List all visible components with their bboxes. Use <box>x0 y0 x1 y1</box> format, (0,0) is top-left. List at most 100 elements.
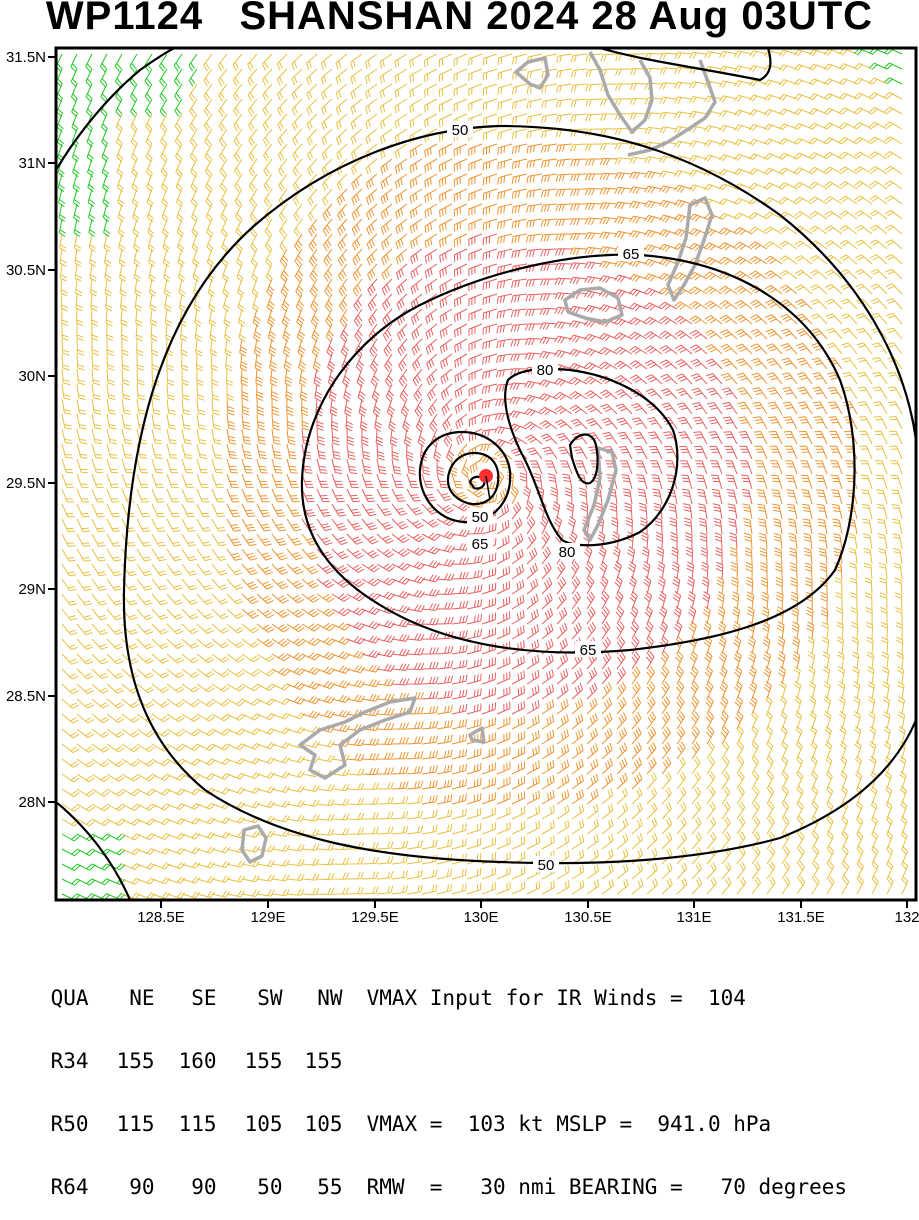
svg-text:29N: 29N <box>18 581 46 598</box>
rmw-bearing-text: RMW = 30 nmi BEARING = 70 degrees <box>366 1175 848 1199</box>
isotach-label: 65 <box>618 245 644 263</box>
table-header-row: QUA NE SE SW NW VMAX Input for IR Winds = 104 <box>0 967 847 1009</box>
svg-text:131.5E: 131.5E <box>777 909 825 925</box>
amami-oshima <box>298 696 417 780</box>
lat-tick: 31.5N <box>6 49 56 66</box>
lat-tick: 28.5N <box>6 688 56 705</box>
isotach-n-top <box>599 48 772 82</box>
svg-text:80: 80 <box>559 544 576 561</box>
isotach-label: 50 <box>447 121 473 139</box>
lat-tick: 29N <box>18 581 56 598</box>
cell-sw: 105 <box>244 1112 283 1136</box>
lat-tick: 31N <box>18 155 56 172</box>
vmax-mslp-text: VMAX = 103 kt MSLP = 941.0 hPa <box>366 1112 772 1136</box>
table-row: R64 90 90 50 55 RMW = 30 nmi BEARING = 70 deg… <box>0 1156 847 1198</box>
isotach-label: 50 <box>467 508 493 526</box>
svg-text:28.5N: 28.5N <box>6 688 46 705</box>
col-header-ne: NE <box>129 986 155 1010</box>
cell-nw: 105 <box>304 1112 343 1136</box>
svg-text:129E: 129E <box>250 909 285 925</box>
cell-se: 160 <box>178 1049 217 1073</box>
lon-tick: 129.5E <box>351 900 399 925</box>
wind-radii-table: QUA NE SE SW NW VMAX Input for IR Winds = 104… <box>0 925 847 1198</box>
cell-se: 115 <box>178 1112 217 1136</box>
lon-tick: 129E <box>250 900 286 925</box>
cell-se: 90 <box>191 1175 217 1199</box>
tanegashima <box>666 196 714 302</box>
svg-text:65: 65 <box>623 246 640 263</box>
islet <box>468 726 486 744</box>
svg-text:31N: 31N <box>18 155 46 172</box>
lon-tick: 130E <box>463 900 499 925</box>
cell-sw: 155 <box>244 1049 283 1073</box>
isotach-nw-corner <box>56 48 176 171</box>
svg-text:28N: 28N <box>18 794 46 811</box>
isotachs <box>56 48 916 900</box>
table-row: R50 115 115 105 105 VMAX = 103 kt MSLP = 941.… <box>0 1093 847 1135</box>
lat-tick: 30.5N <box>6 262 56 279</box>
row-label: R64 <box>50 1175 89 1199</box>
lat-tick: 30N <box>18 368 56 385</box>
page-title: WP1124 SHANSHAN 2024 28 Aug 03UTC <box>45 0 874 38</box>
isotach-label: 50 <box>533 856 559 874</box>
lon-tick: 130.5E <box>564 900 612 925</box>
svg-text:30N: 30N <box>18 368 46 385</box>
svg-text:129.5E: 129.5E <box>351 909 399 925</box>
coastlines <box>240 51 717 864</box>
table-row: R34 155 160 155 155 <box>0 1030 847 1072</box>
tokunoshima <box>240 824 268 864</box>
lon-tick: 131.5E <box>777 900 825 925</box>
isotach-80 <box>504 367 679 547</box>
wind-barbs-high <box>301 233 753 715</box>
lon-tick: 131E <box>676 900 712 925</box>
isotach-50-eye <box>446 451 500 506</box>
svg-text:30.5N: 30.5N <box>6 262 46 279</box>
svg-text:29.5N: 29.5N <box>6 475 46 492</box>
svg-text:130.5E: 130.5E <box>564 909 612 925</box>
isotach-label: 80 <box>532 361 558 379</box>
plot-frame <box>54 46 918 902</box>
cell-sw: 50 <box>257 1175 283 1199</box>
cell-nw: 155 <box>304 1049 343 1073</box>
cell-ne: 115 <box>116 1112 155 1136</box>
col-header-nw: NW <box>317 986 343 1010</box>
wind-barbs-low <box>59 48 909 900</box>
svg-text:131E: 131E <box>676 909 711 925</box>
isotach-label: 65 <box>575 641 601 659</box>
isotach-50-outer <box>122 124 916 865</box>
row-label: R50 <box>50 1112 89 1136</box>
wind-barbs <box>56 48 909 900</box>
isotach-80-inner <box>568 433 599 485</box>
col-header-se: SE <box>191 986 217 1010</box>
isotach-label: 65 <box>467 535 493 553</box>
col-header-sw: SW <box>257 986 283 1010</box>
svg-text:128.5E: 128.5E <box>137 909 185 925</box>
wind-barbs-mid <box>226 143 858 805</box>
row-label: R34 <box>50 1049 89 1073</box>
svg-text:65: 65 <box>472 536 489 553</box>
cell-ne: 155 <box>116 1049 155 1073</box>
yakushima <box>563 286 624 324</box>
svg-text:65: 65 <box>580 642 597 659</box>
island-kyushu-south <box>514 56 550 90</box>
svg-text:130E: 130E <box>463 909 498 925</box>
isotach-sw-corner <box>56 801 132 900</box>
wind-barbs-green <box>56 48 903 900</box>
amami-small <box>582 446 618 542</box>
isotach-65 <box>300 253 856 654</box>
cell-nw: 55 <box>317 1175 343 1199</box>
wind-field-map: 50 65 80 80 65 65 50 50 31.5N 31N 30.5N … <box>6 46 919 925</box>
isotach-65-eye <box>418 430 512 524</box>
svg-text:80: 80 <box>537 362 554 379</box>
lon-tick: 132 <box>894 900 919 925</box>
cell-ne: 90 <box>129 1175 155 1199</box>
storm-center-marker <box>479 469 493 501</box>
lat-tick: 28N <box>18 794 56 811</box>
svg-text:132: 132 <box>894 909 919 925</box>
lat-tick: 29.5N <box>6 475 56 492</box>
quadrant-label: QUA <box>50 986 89 1010</box>
lon-tick: 128.5E <box>137 900 185 925</box>
svg-text:31.5N: 31.5N <box>6 49 46 66</box>
svg-text:50: 50 <box>538 857 555 874</box>
isotach-label: 80 <box>554 543 580 561</box>
